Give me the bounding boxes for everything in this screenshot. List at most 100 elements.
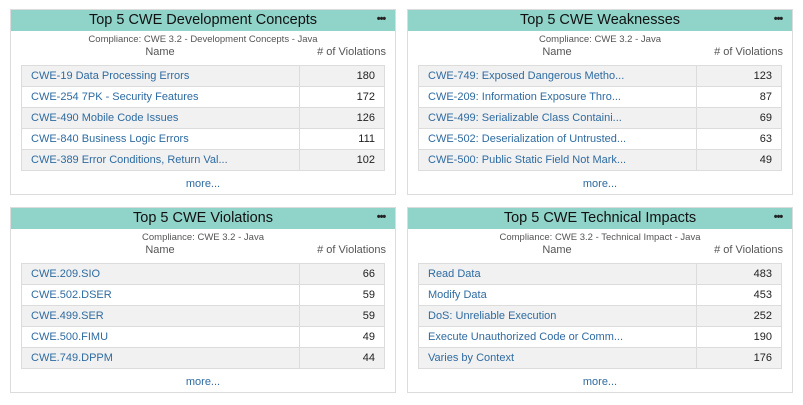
row-count: 126	[356, 112, 375, 124]
row-name-link[interactable]: CWE.499.SER	[22, 306, 300, 326]
more-options-icon[interactable]: •••	[773, 211, 784, 223]
row-count: 252	[753, 310, 772, 322]
column-headers: Name # of Violations	[11, 244, 395, 257]
violations-table: CWE.209.SIO 66 CWE.502.DSER 59 CWE.499.SER…	[21, 263, 385, 369]
table-row: Modify Data 453	[418, 285, 782, 306]
row-count: 63	[759, 133, 772, 145]
row-name-link[interactable]: CWE-209: Information Exposure Thro...	[419, 87, 697, 107]
violations-table: CWE-19 Data Processing Errors 180 CWE-254…	[21, 65, 385, 171]
column-header-violations[interactable]: # of Violations	[317, 244, 386, 256]
widget-title: Top 5 CWE Violations	[133, 210, 273, 226]
row-name-link[interactable]: CWE-499: Serializable Class Containi...	[419, 108, 697, 128]
table-row: CWE-209: Information Exposure Thro... 87	[418, 87, 782, 108]
widget-subtitle: Compliance: CWE 3.2 - Java	[539, 34, 661, 45]
widget-cwe-development-concepts: Top 5 CWE Development Concepts ••• Compl…	[10, 9, 396, 195]
row-name-link[interactable]: Modify Data	[419, 285, 697, 305]
row-name-link[interactable]: CWE-749: Exposed Dangerous Metho...	[419, 66, 697, 86]
row-count: 59	[362, 310, 375, 322]
row-name-link[interactable]: Varies by Context	[419, 348, 697, 368]
row-name-link[interactable]: CWE.502.DSER	[22, 285, 300, 305]
widget-title: Top 5 CWE Weaknesses	[519, 12, 681, 28]
table-row: CWE-254 7PK - Security Features 172	[21, 87, 385, 108]
widget-title: Top 5 CWE Technical Impacts	[503, 210, 697, 226]
row-name-link[interactable]: Execute Unauthorized Code or Comm...	[419, 327, 697, 347]
row-count: 176	[753, 352, 772, 364]
table-row: Read Data 483	[418, 264, 782, 285]
more-link[interactable]: more...	[185, 376, 221, 388]
column-headers: Name # of Violations	[408, 46, 792, 59]
violations-table: Read Data 483 Modify Data 453 DoS: Unrelia…	[418, 263, 782, 369]
more-link[interactable]: more...	[582, 178, 618, 190]
table-row: CWE-389 Error Conditions, Return Val... 1…	[21, 150, 385, 171]
row-name-link[interactable]: CWE-389 Error Conditions, Return Val...	[22, 150, 300, 170]
table-row: CWE-19 Data Processing Errors 180	[21, 66, 385, 87]
column-header-violations[interactable]: # of Violations	[317, 46, 386, 58]
row-count: 483	[753, 268, 772, 280]
column-header-violations[interactable]: # of Violations	[714, 244, 783, 256]
table-row: CWE.749.DPPM 44	[21, 348, 385, 369]
table-row: CWE-502: Deserialization of Untrusted...…	[418, 129, 782, 150]
table-row: CWE.499.SER 59	[21, 306, 385, 327]
row-count: 49	[362, 331, 375, 343]
table-row: CWE.209.SIO 66	[21, 264, 385, 285]
more-options-icon[interactable]: •••	[376, 13, 387, 25]
row-count: 123	[753, 70, 772, 82]
widget-subtitle: Compliance: CWE 3.2 - Java	[142, 232, 264, 243]
table-row: CWE-499: Serializable Class Containi... 6…	[418, 108, 782, 129]
column-header-violations[interactable]: # of Violations	[714, 46, 783, 58]
table-row: CWE-490 Mobile Code Issues 126	[21, 108, 385, 129]
column-header-name[interactable]: Name	[542, 46, 572, 58]
table-row: CWE-749: Exposed Dangerous Metho... 123	[418, 66, 782, 87]
widget-title: Top 5 CWE Development Concepts	[88, 12, 318, 28]
widget-subtitle: Compliance: CWE 3.2 - Technical Impact -…	[499, 232, 701, 243]
row-count: 190	[753, 331, 772, 343]
table-row: CWE-500: Public Static Field Not Mark...…	[418, 150, 782, 171]
row-count: 453	[753, 289, 772, 301]
row-name-link[interactable]: CWE.749.DPPM	[22, 348, 300, 368]
widget-header: Top 5 CWE Technical Impacts •••	[408, 208, 792, 229]
row-count: 172	[356, 91, 375, 103]
widget-header: Top 5 CWE Weaknesses •••	[408, 10, 792, 31]
widget-subtitle: Compliance: CWE 3.2 - Development Concep…	[88, 34, 318, 45]
row-count: 66	[362, 268, 375, 280]
violations-table: CWE-749: Exposed Dangerous Metho... 123 C…	[418, 65, 782, 171]
row-count: 69	[759, 112, 772, 124]
row-name-link[interactable]: CWE-502: Deserialization of Untrusted...	[419, 129, 697, 149]
row-count: 59	[362, 289, 375, 301]
table-row: Execute Unauthorized Code or Comm... 190	[418, 327, 782, 348]
row-count: 102	[356, 154, 375, 166]
row-name-link[interactable]: CWE-840 Business Logic Errors	[22, 129, 300, 149]
column-headers: Name # of Violations	[408, 244, 792, 257]
more-options-icon[interactable]: •••	[376, 211, 387, 223]
more-link[interactable]: more...	[185, 178, 221, 190]
column-header-name[interactable]: Name	[145, 46, 175, 58]
row-count: 180	[356, 70, 375, 82]
row-name-link[interactable]: CWE-490 Mobile Code Issues	[22, 108, 300, 128]
widget-cwe-violations: Top 5 CWE Violations ••• Compliance: CWE…	[10, 207, 396, 393]
row-count: 111	[358, 133, 375, 145]
column-headers: Name # of Violations	[11, 46, 395, 59]
widget-header: Top 5 CWE Development Concepts •••	[11, 10, 395, 31]
row-count: 44	[362, 352, 375, 364]
table-row: Varies by Context 176	[418, 348, 782, 369]
table-row: CWE-840 Business Logic Errors 111	[21, 129, 385, 150]
table-row: CWE.502.DSER 59	[21, 285, 385, 306]
row-name-link[interactable]: CWE-500: Public Static Field Not Mark...	[419, 150, 697, 170]
more-options-icon[interactable]: •••	[773, 13, 784, 25]
table-row: CWE.500.FIMU 49	[21, 327, 385, 348]
row-count: 49	[759, 154, 772, 166]
row-count: 87	[759, 91, 772, 103]
row-name-link[interactable]: CWE.500.FIMU	[22, 327, 300, 347]
table-row: DoS: Unreliable Execution 252	[418, 306, 782, 327]
column-header-name[interactable]: Name	[145, 244, 175, 256]
row-name-link[interactable]: CWE-254 7PK - Security Features	[22, 87, 300, 107]
widget-cwe-weaknesses: Top 5 CWE Weaknesses ••• Compliance: CWE…	[407, 9, 793, 195]
row-name-link[interactable]: CWE-19 Data Processing Errors	[22, 66, 300, 86]
row-name-link[interactable]: CWE.209.SIO	[22, 264, 300, 284]
widget-header: Top 5 CWE Violations •••	[11, 208, 395, 229]
row-name-link[interactable]: Read Data	[419, 264, 697, 284]
row-name-link[interactable]: DoS: Unreliable Execution	[419, 306, 697, 326]
widget-cwe-technical-impacts: Top 5 CWE Technical Impacts ••• Complian…	[407, 207, 793, 393]
more-link[interactable]: more...	[582, 376, 618, 388]
column-header-name[interactable]: Name	[542, 244, 572, 256]
